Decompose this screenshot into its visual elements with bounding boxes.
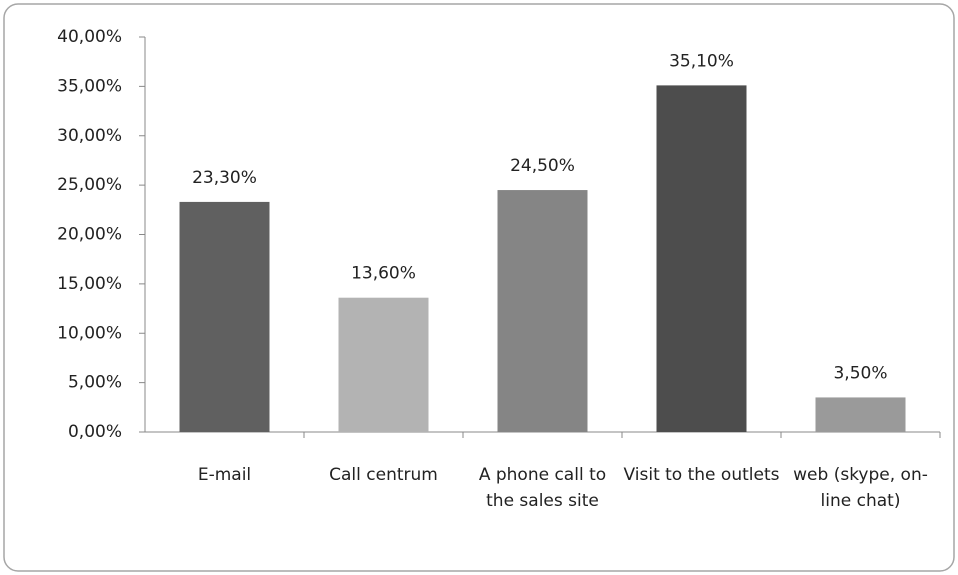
y-tick-label: 15,00% — [57, 274, 122, 294]
x-tick-label: A phone call to the sales site — [478, 465, 607, 511]
bar — [815, 397, 906, 432]
bar — [497, 190, 588, 432]
value-label: 23,30% — [192, 168, 257, 188]
value-label: 24,50% — [510, 156, 575, 176]
y-tick-label: 25,00% — [57, 175, 122, 195]
x-tick-label-box: E-mail — [197, 465, 252, 485]
x-tick-label-box: web (skype, on-line chat) — [793, 465, 928, 511]
bar — [656, 85, 747, 432]
x-tick-label-box: A phone call to the sales site — [478, 465, 607, 511]
y-tick-label: 20,00% — [57, 225, 122, 245]
value-label: 35,10% — [669, 51, 734, 71]
y-tick-label: 10,00% — [57, 323, 122, 343]
x-tick-label: web (skype, on-line chat) — [793, 465, 928, 511]
bar — [179, 201, 270, 432]
x-tick-label: Visit to the outlets — [623, 465, 780, 485]
y-tick-label: 35,00% — [57, 76, 122, 96]
x-tick-label-box: Visit to the outlets — [623, 465, 780, 485]
y-tick-label: 30,00% — [57, 126, 122, 146]
y-tick-label: 5,00% — [68, 373, 122, 393]
x-tick-label: E-mail — [197, 465, 252, 485]
value-label: 3,50% — [833, 363, 887, 383]
x-tick-label: Call centrum — [329, 465, 438, 485]
x-tick-label-box: Call centrum — [329, 465, 438, 485]
y-tick-label: 0,00% — [68, 422, 122, 442]
bar — [338, 297, 429, 432]
value-label: 13,60% — [351, 264, 416, 284]
y-tick-label: 40,00% — [57, 27, 122, 47]
